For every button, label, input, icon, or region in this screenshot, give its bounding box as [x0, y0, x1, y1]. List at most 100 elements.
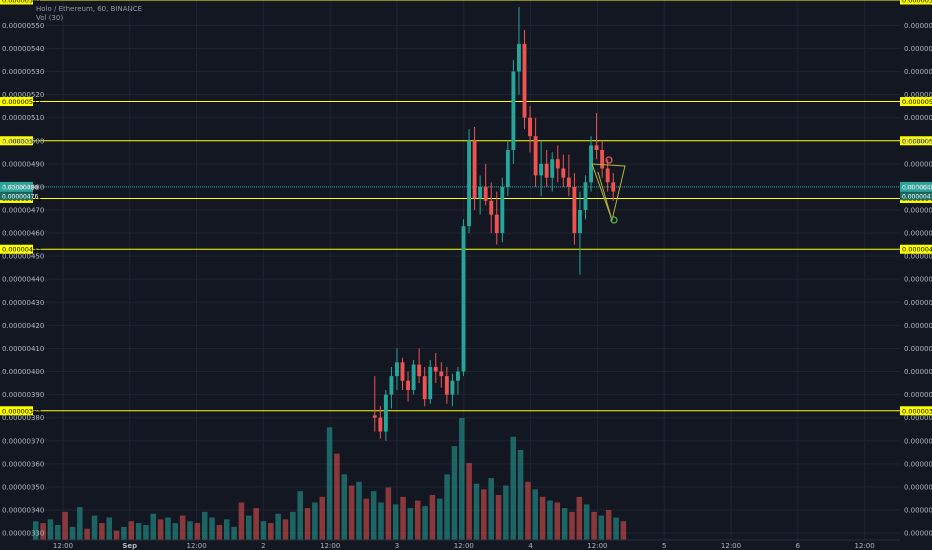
y-tick-label-left: 0.00000530 — [2, 68, 44, 76]
x-tick-label: 12:00 — [53, 542, 73, 550]
volume-bar — [473, 483, 480, 540]
y-tick-label-right: 0.00000340 — [904, 507, 932, 515]
price-label-right-b: 0.00000476 — [902, 193, 932, 200]
y-tick-label-right: 0.00000450 — [904, 253, 932, 261]
price-tag-right — [900, 181, 932, 192]
candle-body — [500, 186, 505, 234]
y-tick-label-left: 0.00000420 — [2, 322, 44, 330]
price-axis: 0.00000330 0.00000330 0.00000340 0.00000340… — [2, 22, 932, 538]
y-tick-label-right: 0.00000520 — [904, 91, 932, 99]
y-tick-label-right: 0.00000550 — [904, 22, 932, 30]
candle-body — [505, 150, 510, 187]
x-tick-label: 4 — [528, 542, 533, 550]
candle-body — [411, 364, 416, 390]
level-label-left: 0.00000383 — [2, 407, 41, 415]
volume-bar — [62, 511, 68, 540]
candle-body — [589, 145, 593, 183]
time-axis: 12:00 Sep 12:00 2 12:00 3 12:00 4 12:00 5 12:00 6 12… — [30, 539, 900, 550]
y-tick-label-left: 0.00000340 — [2, 507, 44, 515]
x-tick-label: 3 — [395, 542, 399, 550]
y-tick-label-left: 0.00000520 — [2, 91, 44, 99]
candle-body — [433, 366, 438, 372]
volume-bar — [312, 502, 318, 540]
volume-bar — [135, 523, 142, 540]
volume-bar — [591, 511, 597, 540]
candle-body — [600, 150, 605, 169]
volume-legend: Vol (30) — [36, 14, 64, 22]
candle-body — [444, 376, 449, 395]
volume-bar — [363, 498, 370, 540]
level-tag-right — [900, 406, 932, 416]
volume-bar — [297, 491, 303, 540]
volume-bar — [414, 500, 421, 540]
volume-bar — [481, 489, 487, 540]
y-tick-label-left: 0.00000510 — [2, 114, 44, 122]
x-tick-label: Sep — [122, 542, 137, 550]
level-label-left: 0.00000561 — [2, 0, 41, 5]
candle-body — [594, 145, 599, 150]
volume-bar — [201, 511, 208, 540]
volume-bars — [33, 418, 627, 540]
volume-bar — [459, 418, 465, 540]
volume-bar — [246, 515, 252, 540]
x-tick-label: 12:00 — [187, 542, 207, 550]
y-tick-label-right: 0.00000410 — [904, 345, 932, 353]
volume-bar — [157, 519, 164, 540]
volume-bar — [554, 502, 561, 540]
y-tick-label-left: 0.00000480 — [2, 183, 44, 191]
volume-bar — [348, 485, 355, 540]
triangle-shape — [591, 163, 626, 222]
volume-bar — [216, 524, 223, 540]
volume-bar — [179, 515, 186, 540]
candle-body — [400, 362, 405, 381]
y-tick-label-right: 0.00000480 — [904, 183, 932, 191]
y-tick-label-right: 0.00000360 — [904, 460, 932, 468]
volume-bar — [69, 526, 76, 540]
volume-bar — [576, 496, 583, 540]
volume-bar — [40, 523, 46, 540]
volume-bar — [444, 474, 450, 540]
y-tick-label-left: 0.00000460 — [2, 230, 44, 238]
candle-body — [422, 376, 427, 400]
y-tick-label-left: 0.00000540 — [2, 45, 44, 53]
candle-body — [555, 159, 560, 169]
volume-bar — [532, 489, 539, 540]
y-tick-label-left: 0.00000330 — [2, 530, 44, 538]
y-tick-label-left: 0.00000500 — [2, 137, 44, 145]
level-tag-right — [900, 0, 932, 5]
volume-bar — [194, 523, 201, 540]
candle-body — [578, 210, 582, 234]
level-label-left: 0.00000500 — [2, 137, 41, 145]
candle-body — [467, 140, 471, 227]
candle-body — [489, 200, 494, 215]
x-tick-label: 5 — [662, 542, 666, 550]
volume-bar — [84, 528, 90, 540]
y-tick-label-right: 0.00000490 — [904, 160, 932, 168]
candle-body — [517, 43, 521, 72]
y-tick-label-left: 0.00000470 — [2, 207, 44, 215]
price-tag-left-b — [0, 192, 33, 201]
y-tick-label-right: 0.00000500 — [904, 137, 932, 145]
volume-bar — [77, 507, 83, 540]
y-tick-label-left: 0.00000370 — [2, 437, 44, 445]
volume-bar — [525, 481, 531, 540]
y-tick-label-right: 0.00000400 — [904, 368, 932, 376]
volume-bar — [370, 491, 377, 540]
volume-bar — [55, 524, 61, 540]
level-label-right: 0.00000453 — [902, 246, 932, 254]
volume-bar — [231, 526, 237, 540]
y-tick-label-right: 0.00000540 — [904, 45, 932, 53]
price-label-left-b: 0.00000476 — [2, 193, 38, 200]
volume-bar — [121, 526, 127, 540]
volume-bar — [209, 517, 215, 540]
x-tick-label: 12:00 — [587, 542, 607, 550]
y-tick-label-right: 0.00000420 — [904, 322, 932, 330]
candle-body — [544, 163, 549, 178]
price-label-left: 0.00000480 — [2, 184, 38, 191]
volume-bar — [547, 500, 553, 540]
volume-bar — [128, 521, 135, 540]
volume-bar — [466, 463, 472, 540]
volume-bar — [510, 436, 516, 540]
volume-bar — [275, 513, 281, 540]
